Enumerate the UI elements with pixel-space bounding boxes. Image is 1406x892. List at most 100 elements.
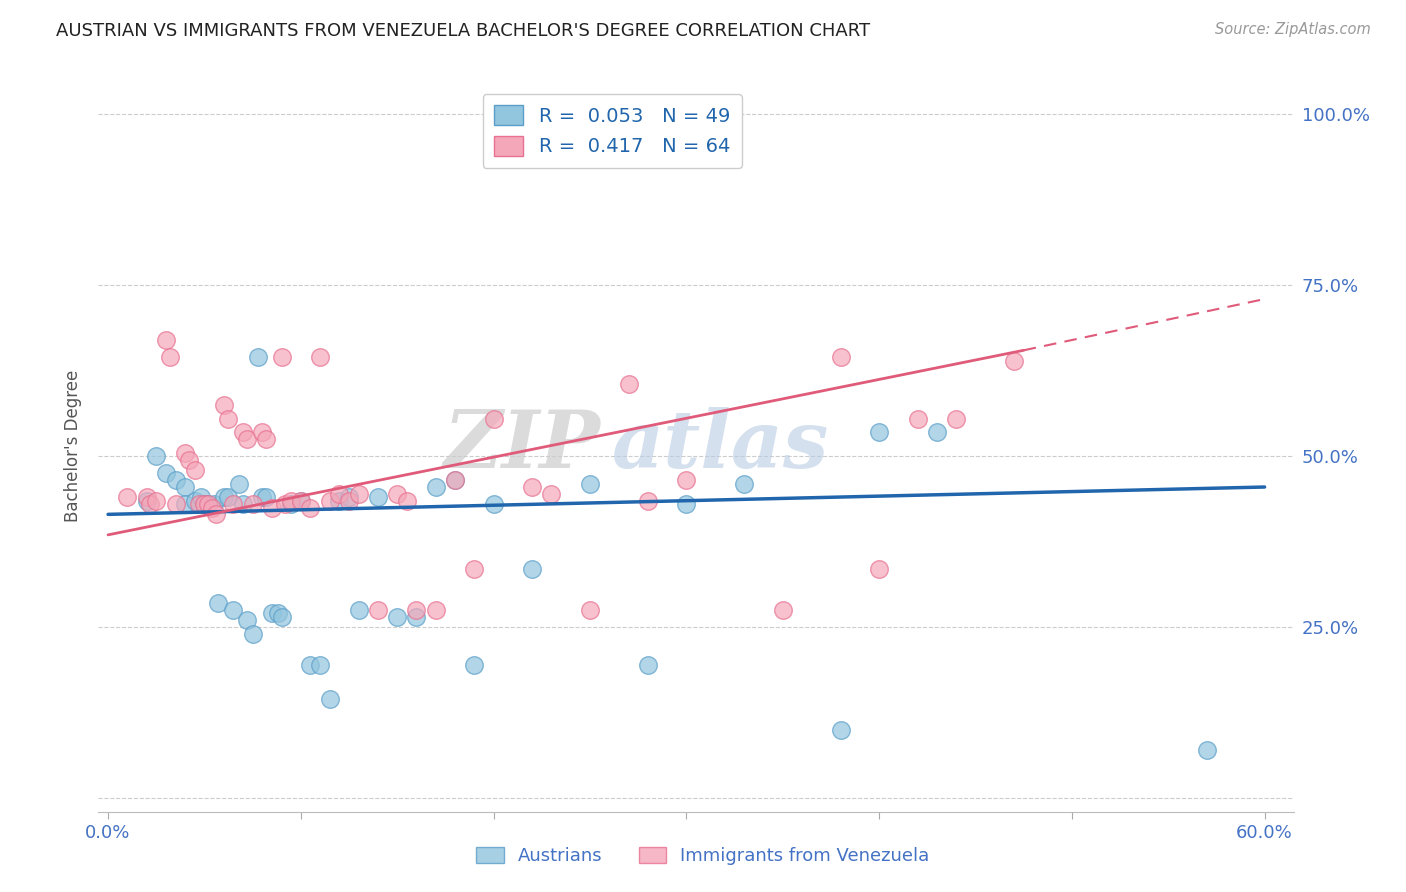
Y-axis label: Bachelor's Degree: Bachelor's Degree	[65, 370, 83, 522]
Point	[252, 425, 274, 440]
Point	[830, 350, 852, 364]
Point	[205, 508, 228, 522]
Point	[482, 411, 505, 425]
Point	[367, 603, 389, 617]
Point	[252, 490, 274, 504]
Point	[217, 411, 239, 425]
Point	[145, 493, 167, 508]
Point	[319, 692, 342, 706]
Point	[907, 411, 929, 425]
Point	[232, 425, 254, 440]
Point	[772, 603, 794, 617]
Point	[135, 490, 157, 504]
Point	[280, 493, 302, 508]
Point	[367, 490, 389, 504]
Point	[309, 350, 332, 364]
Point	[868, 562, 890, 576]
Text: atlas: atlas	[613, 408, 830, 484]
Point	[184, 463, 207, 477]
Point	[145, 449, 167, 463]
Point	[579, 476, 602, 491]
Point	[733, 476, 755, 491]
Point	[444, 473, 467, 487]
Point	[217, 490, 239, 504]
Point	[319, 493, 342, 508]
Point	[139, 497, 162, 511]
Point	[135, 493, 157, 508]
Point	[193, 497, 215, 511]
Point	[117, 490, 139, 504]
Point	[254, 490, 277, 504]
Point	[260, 500, 283, 515]
Point	[675, 497, 697, 511]
Point	[617, 377, 640, 392]
Point	[190, 490, 212, 504]
Point	[425, 480, 447, 494]
Point	[328, 493, 350, 508]
Point	[425, 603, 447, 617]
Point	[155, 333, 177, 347]
Point	[236, 432, 259, 446]
Point	[520, 562, 543, 576]
Point	[247, 350, 270, 364]
Point	[347, 487, 370, 501]
Point	[463, 657, 485, 672]
Point	[242, 627, 264, 641]
Point	[405, 603, 427, 617]
Point	[174, 446, 197, 460]
Point	[174, 480, 197, 494]
Point	[290, 493, 312, 508]
Point	[222, 603, 245, 617]
Point	[222, 497, 245, 511]
Point	[174, 497, 197, 511]
Point	[159, 350, 181, 364]
Point	[482, 497, 505, 511]
Point	[270, 610, 292, 624]
Point	[201, 500, 224, 515]
Point	[212, 490, 235, 504]
Point	[236, 613, 259, 627]
Point	[405, 610, 427, 624]
Point	[309, 657, 332, 672]
Point	[925, 425, 948, 440]
Point	[520, 480, 543, 494]
Point	[232, 497, 254, 511]
Point	[187, 497, 209, 511]
Point	[540, 487, 562, 501]
Point	[830, 723, 852, 737]
Point	[228, 476, 250, 491]
Point	[385, 610, 409, 624]
Point	[165, 473, 187, 487]
Point	[945, 411, 967, 425]
Point	[197, 497, 219, 511]
Point	[385, 487, 409, 501]
Text: AUSTRIAN VS IMMIGRANTS FROM VENEZUELA BACHELOR'S DEGREE CORRELATION CHART: AUSTRIAN VS IMMIGRANTS FROM VENEZUELA BA…	[56, 22, 870, 40]
Point	[337, 490, 360, 504]
Point	[1002, 353, 1025, 368]
Point	[202, 497, 225, 511]
Point	[637, 493, 659, 508]
Point	[1195, 743, 1218, 757]
Point	[579, 603, 602, 617]
Point	[207, 596, 229, 610]
Point	[270, 350, 292, 364]
Point	[193, 497, 215, 511]
Point	[260, 607, 283, 621]
Point	[637, 657, 659, 672]
Point	[197, 497, 219, 511]
Point	[254, 432, 277, 446]
Text: ZIP: ZIP	[443, 408, 600, 484]
Point	[155, 467, 177, 481]
Point	[177, 452, 200, 467]
Point	[463, 562, 485, 576]
Point	[675, 473, 697, 487]
Point	[274, 497, 297, 511]
Point	[868, 425, 890, 440]
Point	[280, 497, 302, 511]
Legend: R =  0.053   N = 49, R =  0.417   N = 64: R = 0.053 N = 49, R = 0.417 N = 64	[482, 94, 742, 168]
Text: Source: ZipAtlas.com: Source: ZipAtlas.com	[1215, 22, 1371, 37]
Point	[347, 603, 370, 617]
Point	[328, 487, 350, 501]
Point	[299, 500, 322, 515]
Point	[290, 493, 312, 508]
